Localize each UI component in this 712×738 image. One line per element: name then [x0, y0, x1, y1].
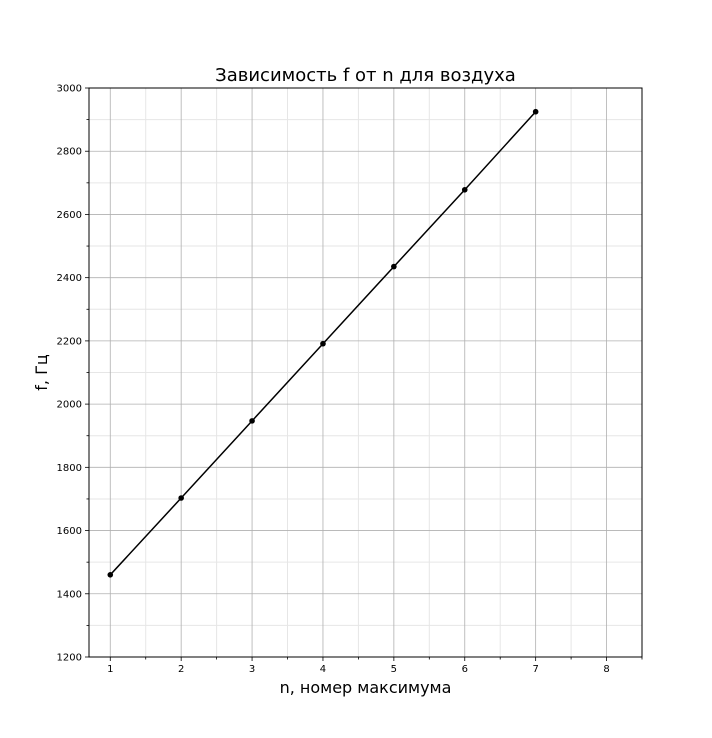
- data-point: [107, 572, 114, 578]
- y-tick-label: 3000: [57, 84, 82, 95]
- y-tick-label: 1800: [57, 463, 82, 474]
- y-tick-label: 1600: [57, 526, 82, 537]
- x-tick-label: 3: [249, 664, 255, 675]
- y-tick-label: 2400: [57, 273, 82, 284]
- y-tick-label: 2600: [57, 210, 82, 221]
- data-point: [178, 495, 184, 501]
- series: [107, 108, 539, 578]
- major-grid: [89, 87, 642, 658]
- x-tick-label: 5: [391, 664, 397, 675]
- chart-title: Зависимость f от n для воздуха: [215, 65, 516, 86]
- x-tick-label: 4: [320, 664, 326, 675]
- x-tick-label: 7: [532, 664, 538, 675]
- x-tick-label: 8: [603, 664, 609, 675]
- y-tick-label: 2800: [57, 147, 82, 158]
- data-point: [461, 186, 468, 193]
- y-tick-label: 1400: [57, 589, 82, 600]
- tick-labels: 1 2 3 4 5 6 7 8 1200 1400 1600 1800 2000 2200 2400 2600…: [57, 84, 610, 676]
- x-tick-label: 1: [107, 664, 113, 675]
- x-axis-label: n, номер максимума: [280, 678, 452, 697]
- y-tick-label: 2200: [57, 336, 82, 347]
- y-tick-label: 1200: [57, 653, 82, 664]
- plot-frame: [88, 87, 643, 658]
- y-axis-label: f, Гц: [32, 354, 51, 391]
- x-tick-label: 2: [178, 664, 184, 675]
- data-point: [532, 108, 539, 115]
- data-point: [249, 418, 255, 424]
- data-point: [320, 340, 326, 347]
- data-point: [391, 263, 397, 270]
- y-tick-label: 2000: [57, 400, 82, 411]
- x-tick-label: 6: [462, 664, 468, 675]
